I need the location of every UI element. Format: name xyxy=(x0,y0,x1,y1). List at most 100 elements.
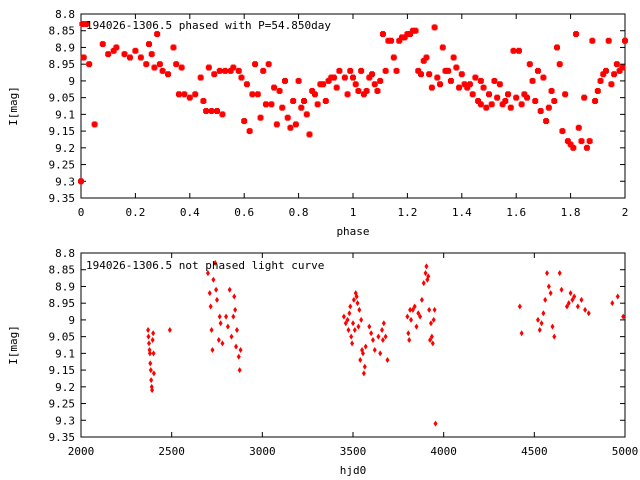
data-point-phased xyxy=(379,31,386,38)
data-point-unphased xyxy=(238,347,243,354)
data-point-phased xyxy=(600,71,607,78)
x-tick-label-unphased: 4000 xyxy=(430,445,457,458)
data-point-phased xyxy=(137,54,144,61)
data-point-unphased xyxy=(548,290,553,297)
data-point-unphased xyxy=(572,293,577,300)
data-point-unphased xyxy=(356,323,361,330)
data-point-phased xyxy=(477,101,484,108)
data-point-phased xyxy=(350,74,356,81)
data-point-unphased xyxy=(421,280,426,287)
data-point-phased xyxy=(437,81,444,88)
data-point-phased xyxy=(496,81,503,88)
data-point-phased xyxy=(165,71,172,78)
data-point-phased xyxy=(491,77,498,84)
data-point-phased xyxy=(447,77,454,84)
data-point-phased xyxy=(344,91,351,98)
x-tick-label-phased: 0.4 xyxy=(180,206,200,219)
data-point-unphased xyxy=(545,270,550,277)
data-point-phased xyxy=(521,91,528,98)
data-point-phased xyxy=(434,74,441,81)
data-point-phased xyxy=(534,67,541,74)
data-point-unphased xyxy=(147,350,152,357)
data-point-phased xyxy=(208,108,215,115)
data-point-unphased xyxy=(550,323,555,330)
data-point-unphased xyxy=(220,340,225,347)
data-point-phased xyxy=(439,44,446,51)
data-point-phased xyxy=(151,64,158,71)
data-point-phased xyxy=(586,138,593,145)
data-point-unphased xyxy=(426,273,431,280)
data-point-phased xyxy=(265,61,272,68)
data-point-unphased xyxy=(424,263,429,270)
data-point-phased xyxy=(619,64,626,71)
data-point-unphased xyxy=(539,320,544,327)
data-point-phased xyxy=(241,118,248,125)
x-tick-label-phased: 1.2 xyxy=(397,206,417,219)
x-tick-label-phased: 1.8 xyxy=(561,206,581,219)
data-point-phased xyxy=(110,47,117,54)
data-point-phased xyxy=(268,101,275,108)
data-point-phased xyxy=(252,61,259,68)
y-tick-label-unphased: 9.3 xyxy=(55,414,75,427)
data-point-unphased xyxy=(350,340,355,347)
data-point-unphased xyxy=(428,336,433,343)
data-point-phased xyxy=(564,138,571,145)
data-point-phased xyxy=(309,87,316,94)
data-point-phased xyxy=(271,84,278,91)
data-point-unphased xyxy=(151,330,156,337)
data-point-unphased xyxy=(519,330,524,337)
data-point-phased xyxy=(260,67,267,74)
x-tick-label-unphased: 4500 xyxy=(521,445,548,458)
data-point-unphased xyxy=(237,367,242,374)
data-point-phased xyxy=(581,94,588,101)
data-point-phased xyxy=(513,94,520,101)
data-point-phased xyxy=(80,54,87,61)
data-point-unphased xyxy=(370,336,375,343)
data-point-phased xyxy=(91,121,98,128)
data-point-phased xyxy=(197,74,204,81)
chart-title-unphased: 194026-1306.5 not phased light curve xyxy=(86,259,324,272)
data-point-phased xyxy=(602,67,609,74)
data-point-unphased xyxy=(149,377,154,384)
data-point-unphased xyxy=(150,336,155,343)
data-point-phased xyxy=(230,64,237,71)
data-point-unphased xyxy=(385,357,390,364)
data-point-phased xyxy=(494,94,501,101)
y-tick-label-phased: 9.05 xyxy=(49,92,76,105)
data-point-unphased xyxy=(570,296,575,303)
data-point-unphased xyxy=(341,313,346,320)
data-point-phased xyxy=(418,71,424,78)
y-tick-label-unphased: 9.05 xyxy=(49,331,76,344)
data-point-unphased xyxy=(229,333,234,340)
x-tick-label-unphased: 2000 xyxy=(68,445,95,458)
x-tick-label-unphased: 2500 xyxy=(158,445,185,458)
data-point-phased xyxy=(510,47,517,54)
data-point-phased xyxy=(295,77,302,84)
data-point-unphased xyxy=(349,333,354,340)
data-point-unphased xyxy=(227,286,232,293)
data-point-phased xyxy=(573,31,580,38)
data-point-unphased xyxy=(351,320,355,327)
data-point-unphased xyxy=(215,296,219,303)
data-point-unphased xyxy=(433,420,438,427)
data-point-phased xyxy=(475,97,482,104)
data-point-phased xyxy=(499,101,506,108)
data-point-phased xyxy=(543,118,550,125)
data-point-phased xyxy=(412,27,419,34)
data-point-phased xyxy=(358,67,365,74)
data-point-unphased xyxy=(429,333,434,340)
data-point-unphased xyxy=(418,313,423,320)
data-point-phased xyxy=(532,97,539,104)
data-point-unphased xyxy=(372,347,377,354)
data-point-unphased xyxy=(362,363,367,370)
data-point-phased xyxy=(562,91,569,98)
data-point-phased xyxy=(377,77,384,84)
data-point-unphased xyxy=(359,316,364,323)
data-point-unphased xyxy=(208,303,213,310)
data-point-phased xyxy=(238,74,245,81)
data-point-phased xyxy=(453,64,460,71)
data-point-phased xyxy=(548,87,555,94)
x-tick-label-phased: 0 xyxy=(78,206,85,219)
data-point-phased xyxy=(143,61,150,68)
data-point-unphased xyxy=(216,336,221,343)
